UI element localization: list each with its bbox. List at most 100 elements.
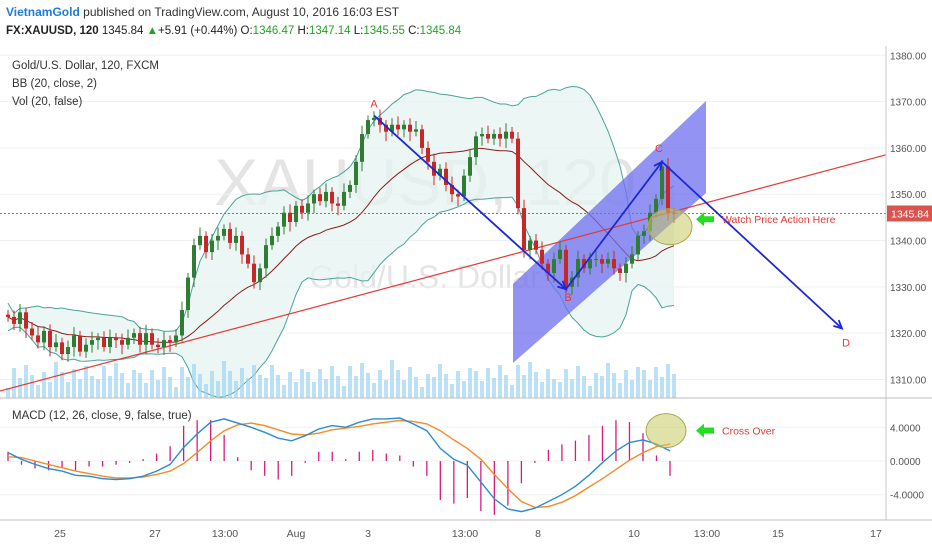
candle-body-73 [444,168,448,185]
candle-body-110 [666,166,670,213]
volume-bar-20 [126,383,130,398]
price-tick-4: 1350.00 [890,190,927,201]
candle-body-36 [222,228,226,236]
volume-bar-39 [240,368,244,398]
volume-bar-59 [360,363,364,398]
axes: 1310.00 1320.00 1330.00 1340.00 1350.00 1360.… [0,46,932,540]
candle-body-99 [600,259,604,264]
candle-body-43 [264,245,268,269]
volume-bar-60 [366,373,370,398]
candle-body-46 [282,212,286,227]
time-tick-6: 8 [535,528,541,540]
watch-price-note: Watch Price Action Here [722,214,836,226]
last-price-tag [887,205,932,222]
macd-tick-1: 0.0000 [890,457,921,468]
wave-label-a: A [370,98,378,110]
volume-bar-80 [486,368,490,398]
candle-body-12 [78,335,82,352]
symbol-label: FX:XAUUSD, 120 [6,25,99,37]
candle-body-53 [324,191,328,202]
time-tick-9: 15 [772,528,784,540]
volume-bar-37 [228,371,232,398]
volume-bar-111 [672,374,676,398]
time-tick-5: 13:00 [452,528,478,540]
volume-bar-38 [234,381,238,398]
volume-bar-33 [204,384,208,398]
volume-bar-43 [264,378,268,398]
volume-bar-61 [372,383,376,398]
last-price-tag-label: 1345.84 [891,208,929,220]
volume-bar-16 [102,366,106,398]
volume-bar-89 [540,382,544,398]
volume-bar-46 [282,385,286,398]
time-tick-4: 3 [365,528,371,540]
candle-body-0 [6,314,10,317]
volume-bar-86 [522,375,526,398]
volume-bar-32 [198,374,202,398]
chart-header: VietnamGold published on TradingView.com… [0,0,932,44]
volume-bar-68 [414,377,418,398]
volume-bar-76 [462,381,466,398]
legend-macd: MACD (12, 26, close, 9, false, true) [12,410,192,422]
candle-body-25 [156,344,160,348]
volume-bar-62 [378,370,382,398]
author-link[interactable]: VietnamGold [6,5,80,19]
volume-bar-102 [618,383,622,398]
candle-body-55 [336,203,340,206]
volume-bar-88 [534,372,538,398]
volume-bar-29 [180,367,184,398]
bb-upper-line [7,85,675,332]
volume-bar-28 [174,387,178,398]
candle-body-93 [564,249,568,287]
candle-body-28 [174,335,178,343]
volume-bar-53 [324,379,328,398]
price-tick-6: 1370.00 [890,98,927,109]
ohlc-line: FX:XAUUSD, 120 1345.84 ▲+5.91 (+0.44%) O… [6,25,461,37]
volume-bar-99 [600,376,604,398]
volume-bar-63 [384,380,388,398]
candle-body-108 [654,198,658,213]
volume-bar-17 [108,376,112,398]
candle-body-104 [630,254,634,264]
volume-bar-104 [630,380,634,398]
candle-body-45 [276,226,280,236]
price-tick-1: 1320.00 [890,329,927,340]
close-value: 1345.84 [419,25,462,37]
volume-bar-50 [306,372,310,398]
up-arrow-icon: ▲ [146,25,159,37]
candle-body-68 [414,129,418,132]
candle-body-69 [420,129,424,148]
candle-body-48 [294,205,298,222]
volume-bar-9 [60,372,64,398]
time-tick-7: 10 [628,528,640,540]
volume-bar-8 [54,362,58,398]
price-tick-2: 1330.00 [890,283,927,294]
candle-body-39 [240,235,244,255]
price-tick-7: 1380.00 [890,51,927,62]
volume-bar-67 [408,367,412,398]
volume-bar-35 [216,381,220,398]
volume-bar-69 [420,387,424,398]
volume-bar-90 [546,369,550,398]
candle-body-19 [120,340,124,345]
candle-body-84 [510,131,514,139]
time-tick-8: 13:00 [694,528,720,540]
volume-bar-36 [222,361,226,398]
candle-body-10 [66,347,70,354]
candle-body-13 [84,344,88,352]
volume-bar-70 [426,374,430,398]
candle-body-96 [582,259,586,269]
candle-body-82 [498,134,502,139]
low-label: L: [353,25,364,37]
volume-bar-52 [318,369,322,398]
volume-bar-74 [450,384,454,398]
volume-bar-93 [564,369,568,398]
highlight-circle-macd [645,413,687,449]
candle-body-86 [522,208,526,250]
wave-label-b: B [564,292,571,304]
candle-body-44 [270,235,274,246]
volume-bar-95 [576,366,580,398]
volume-bar-18 [114,363,118,398]
volume-bar-83 [504,375,508,398]
